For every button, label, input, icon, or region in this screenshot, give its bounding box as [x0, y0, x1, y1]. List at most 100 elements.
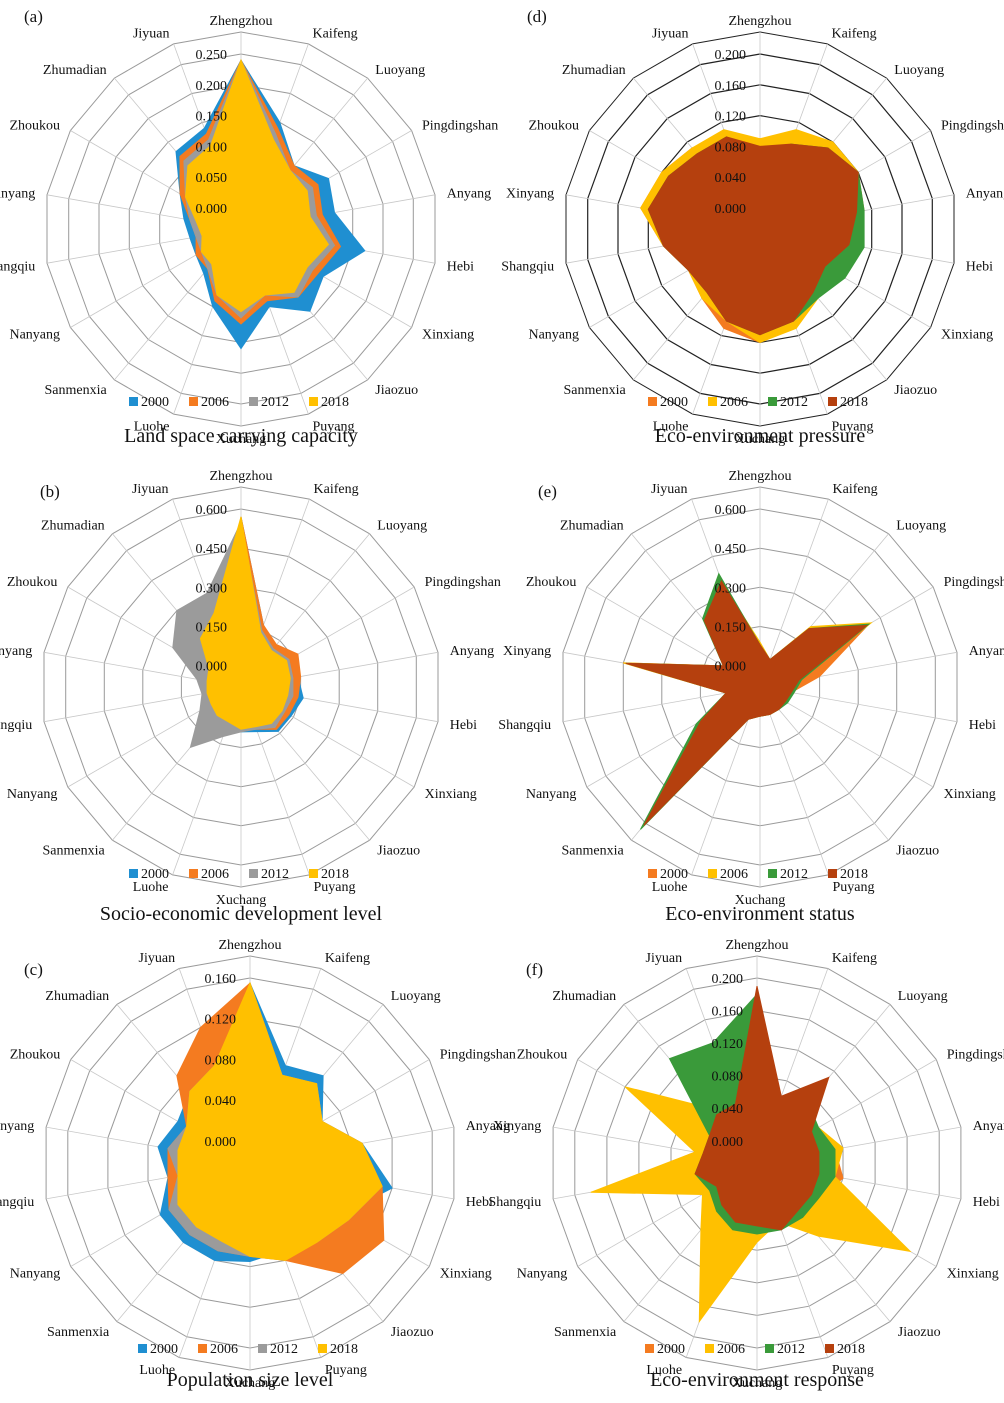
legend-label-2012: 2012 — [780, 395, 808, 410]
axis-label-pingdingshan: Pingdingshan — [425, 575, 501, 590]
tick-label: 0.200 — [712, 972, 744, 987]
axis-label-zhumadian: Zhumadian — [560, 519, 624, 534]
tick-label: 0.120 — [712, 1037, 744, 1052]
axis-label-zhengzhou: Zhengzhou — [219, 938, 282, 953]
tick-label: 0.000 — [715, 202, 747, 217]
axis-label-puyang: Puyang — [832, 419, 874, 434]
legend-swatch-2000 — [648, 869, 657, 878]
legend-label-2012: 2012 — [261, 867, 289, 882]
axis-label-xuchang: Xuchang — [216, 893, 267, 908]
axis-label-sanmenxia: Sanmenxia — [44, 383, 107, 398]
legend-swatch-2018 — [318, 1344, 327, 1353]
tick-label: 0.000 — [205, 1135, 237, 1150]
legend-label-2006: 2006 — [201, 867, 229, 882]
axis-label-sanmenxia: Sanmenxia — [42, 843, 105, 858]
tick-label: 0.450 — [196, 542, 228, 557]
tick-label: 0.150 — [196, 110, 228, 125]
series-area-2018 — [625, 580, 869, 826]
axis-label-pingdingshan: Pingdingshan — [944, 575, 1004, 590]
axis-label-jiyuan: Jiyuan — [132, 482, 169, 497]
legend-swatch-2012 — [258, 1344, 267, 1353]
axis-label-zhengzhou: Zhengzhou — [729, 14, 792, 29]
legend-label-2000: 2000 — [660, 395, 688, 410]
axis-label-xinxiang: Xinxiang — [944, 787, 996, 802]
radar-panel-a: 0.000 0.050 0.100 0.150 0.200 0.250 Zhengzhou K… — [0, 7, 498, 447]
legend-label-2018: 2018 — [321, 867, 349, 882]
legend-swatch-2012 — [768, 397, 777, 406]
tick-label: 0.100 — [196, 140, 228, 155]
axis-label-kaifeng: Kaifeng — [832, 27, 877, 42]
axis-label-xinxiang: Xinxiang — [440, 1267, 492, 1282]
axis-label-shangqiu: Shangqiu — [488, 1195, 541, 1210]
axis-label-anyang: Anyang — [966, 187, 1004, 202]
axis-label-jiyuan: Jiyuan — [651, 482, 688, 497]
legend-label-2006: 2006 — [717, 1342, 745, 1357]
legend-label-2012: 2012 — [777, 1342, 805, 1357]
axis-label-puyang: Puyang — [325, 1363, 367, 1378]
legend-label-2018: 2018 — [330, 1342, 358, 1357]
axis-label-zhoukou: Zhoukou — [7, 575, 58, 590]
axis-label-puyang: Puyang — [832, 1363, 874, 1378]
axis-label-luoyang: Luoyang — [391, 989, 441, 1004]
axis-label-shangqiu: Shangqiu — [0, 1195, 34, 1210]
axis-label-sanmenxia: Sanmenxia — [47, 1325, 110, 1340]
axis-label-jiaozuo: Jiaozuo — [898, 1325, 941, 1340]
axis-label-pingdingshan: Pingdingshan — [941, 119, 1004, 134]
axis-label-zhoukou: Zhoukou — [526, 575, 577, 590]
axis-label-luohe: Luohe — [134, 419, 170, 434]
tick-label: 0.300 — [196, 581, 228, 596]
axis-label-xinxiang: Xinxiang — [947, 1267, 999, 1282]
spoke — [759, 498, 829, 688]
tick-label: 0.150 — [196, 620, 228, 635]
legend-swatch-2006 — [705, 1344, 714, 1353]
axis-label-jiaozuo: Jiaozuo — [894, 383, 937, 398]
axis-label-zhumadian: Zhumadian — [552, 989, 616, 1004]
radar-panel-b: 0.000 0.150 0.300 0.450 0.600 Zhengzhou Kaifen… — [0, 469, 501, 925]
legend-label-2018: 2018 — [321, 395, 349, 410]
legend-label-2012: 2012 — [261, 395, 289, 410]
tick-label: 0.600 — [715, 503, 747, 518]
legend-label-2012: 2012 — [270, 1342, 298, 1357]
panel-letter: (c) — [24, 960, 43, 979]
legend-swatch-2000 — [129, 869, 138, 878]
axis-label-xinxiang: Xinxiang — [941, 328, 993, 343]
legend-swatch-2000 — [129, 397, 138, 406]
axis-label-jiaozuo: Jiaozuo — [391, 1325, 434, 1340]
axis-label-kaifeng: Kaifeng — [314, 482, 359, 497]
tick-label: 0.000 — [196, 202, 228, 217]
legend-label-2006: 2006 — [720, 867, 748, 882]
series-area-2018 — [647, 136, 859, 336]
axis-label-anyang: Anyang — [450, 644, 494, 659]
axis-label-hebi: Hebi — [447, 259, 474, 274]
axis-label-zhoukou: Zhoukou — [517, 1048, 568, 1063]
chart-title: Population size level — [167, 1369, 334, 1391]
axis-label-zhengzhou: Zhengzhou — [210, 469, 273, 484]
legend-swatch-2000 — [648, 397, 657, 406]
axis-label-zhoukou: Zhoukou — [528, 119, 579, 134]
tick-label: 0.000 — [712, 1135, 744, 1150]
axis-label-jiaozuo: Jiaozuo — [896, 843, 939, 858]
axis-label-nanyang: Nanyang — [517, 1267, 568, 1282]
legend-swatch-2018 — [309, 397, 318, 406]
axis-label-xuchang: Xuchang — [735, 893, 786, 908]
axis-label-kaifeng: Kaifeng — [313, 27, 358, 42]
legend-swatch-2018 — [825, 1344, 834, 1353]
axis-label-zhumadian: Zhumadian — [43, 63, 107, 78]
chart-title: Eco-environment status — [665, 903, 855, 925]
radar-panel-d: 0.000 0.040 0.080 0.120 0.160 0.200 Zhengzhou K… — [501, 7, 1004, 447]
legend-swatch-2006 — [708, 397, 717, 406]
axis-label-xinyang: Xinyang — [0, 644, 32, 659]
legend-swatch-2012 — [768, 869, 777, 878]
series-area-2018 — [694, 985, 830, 1231]
axis-label-anyang: Anyang — [969, 644, 1004, 659]
tick-label: 0.040 — [712, 1102, 744, 1117]
axis-label-anyang: Anyang — [447, 187, 491, 202]
spoke — [759, 686, 934, 788]
axis-label-nanyang: Nanyang — [9, 328, 60, 343]
series-area-2018 — [177, 981, 383, 1261]
legend-label-2000: 2000 — [660, 867, 688, 882]
legend-swatch-2018 — [828, 397, 837, 406]
panel-letter: (f) — [526, 960, 543, 979]
tick-label: 0.000 — [196, 660, 228, 675]
